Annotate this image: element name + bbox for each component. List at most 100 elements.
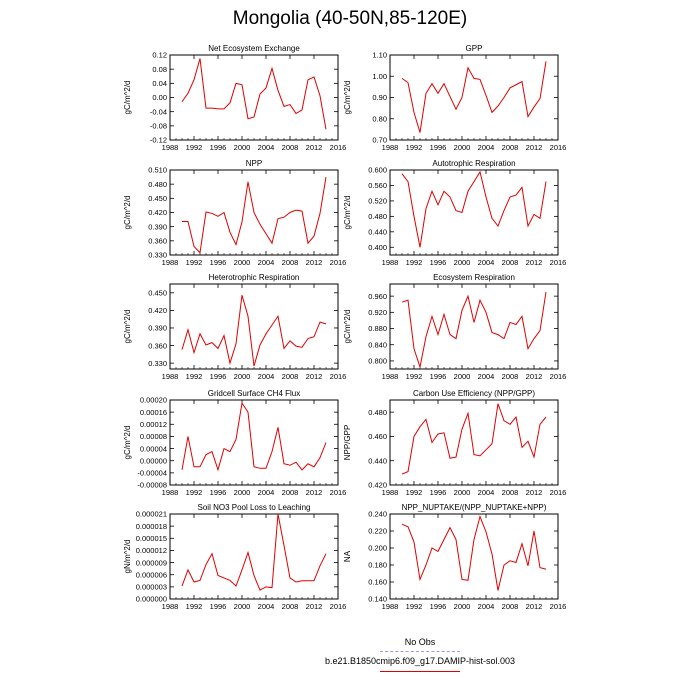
x-tick-label: 2016: [330, 372, 347, 381]
y-tick-label: 0.420: [148, 306, 167, 315]
x-tick-label: 2004: [258, 602, 275, 611]
y-tick-label: 0.160: [368, 578, 387, 587]
series-line: [401, 292, 547, 369]
x-tick-label: 2016: [330, 258, 347, 267]
y-tick-label: 0.520: [368, 197, 387, 206]
y-tick-label: 0.00020: [140, 396, 167, 405]
y-tick-label: 0.90: [372, 93, 387, 102]
y-tick-label: 0.600: [368, 166, 387, 175]
x-tick-label: 2016: [550, 143, 567, 152]
plot-frame: [169, 283, 339, 370]
chart-panel: NPP gC/m^2/d 1988 1992 1996 2000 2004 2008 2012 2…: [123, 159, 346, 267]
y-axis-label: gC/m^2/d: [123, 426, 132, 460]
y-tick-label: 0.400: [368, 243, 387, 252]
chart-panel: Gridcell Surface CH4 Flux gC/m^2/d 1988 199…: [123, 389, 346, 497]
y-tick-label: 0.360: [148, 341, 167, 350]
series-line: [181, 58, 327, 130]
x-tick-label: 1996: [430, 602, 447, 611]
x-tick-label: 2000: [454, 602, 471, 611]
y-tick-label: 0.510: [148, 166, 167, 175]
x-tick-label: 2012: [306, 488, 323, 497]
x-tick-label: 1992: [406, 372, 423, 381]
y-tick-label: 0.00000: [140, 456, 167, 465]
y-tick-label: 0.000003: [136, 583, 167, 592]
legend-obs-line: [380, 651, 460, 652]
series-line: [401, 403, 547, 475]
plot-frame: [389, 283, 559, 370]
x-tick-label: 2016: [330, 488, 347, 497]
y-axis-label: NA: [343, 550, 352, 562]
x-tick-label: 2008: [502, 258, 519, 267]
y-tick-label: 0.360: [148, 237, 167, 246]
y-tick-label: 0.480: [368, 408, 387, 417]
y-tick-label: 0.04: [152, 79, 167, 88]
figure-title: Mongolia (40-50N,85-120E): [232, 8, 468, 29]
y-tick-label: 0.880: [368, 324, 387, 333]
y-tick-label: 1.10: [372, 51, 387, 60]
x-tick-label: 2016: [550, 372, 567, 381]
y-axis-label: gC/m^2/d: [343, 196, 352, 230]
plot-frame: [169, 513, 339, 600]
y-tick-label: 1.00: [372, 72, 387, 81]
y-tick-label: 0.440: [368, 456, 387, 465]
x-tick-label: 1988: [382, 488, 399, 497]
y-axis-label: gC/m^2/d: [123, 81, 132, 115]
y-tick-label: 0.00: [152, 93, 167, 102]
y-tick-label: 0.390: [148, 324, 167, 333]
y-tick-label: 0.000015: [136, 534, 167, 543]
y-tick-label: 0.480: [148, 180, 167, 189]
x-tick-label: 2012: [526, 258, 543, 267]
chart-panel: Ecosystem Respiration gC/m^2/d 1988 1992 199…: [343, 273, 566, 381]
x-tick-label: 2004: [478, 602, 495, 611]
x-tick-label: 1996: [210, 488, 227, 497]
y-tick-label: 0.460: [368, 432, 387, 441]
y-tick-label: 0.00016: [140, 408, 167, 417]
x-tick-label: 1996: [430, 143, 447, 152]
x-tick-label: 1988: [382, 258, 399, 267]
panel-title: Net Ecosystem Exchange: [208, 44, 300, 53]
y-axis-label: gN/m^2/d: [123, 540, 132, 574]
y-axis-label: gC/m^2/d: [123, 310, 132, 344]
panel-title: Gridcell Surface CH4 Flux: [208, 389, 300, 398]
x-tick-label: 1988: [162, 488, 179, 497]
y-tick-label: 0.220: [368, 527, 387, 536]
x-tick-label: 1992: [186, 602, 203, 611]
series-line: [401, 61, 547, 133]
y-tick-label: 0.00008: [140, 432, 167, 441]
y-tick-label: 0.450: [148, 194, 167, 203]
x-tick-label: 2000: [234, 258, 251, 267]
x-tick-label: 1992: [186, 488, 203, 497]
x-tick-label: 2004: [258, 372, 275, 381]
x-tick-label: 2000: [234, 143, 251, 152]
x-tick-label: 2016: [550, 488, 567, 497]
y-tick-label: 0.00012: [140, 420, 167, 429]
y-tick-label: 0.000009: [136, 558, 167, 567]
y-tick-label: 0.12: [152, 51, 167, 60]
y-tick-label: 0.80: [372, 114, 387, 123]
x-tick-label: 2000: [234, 488, 251, 497]
y-axis-label: gC/m^2/d: [343, 81, 352, 115]
x-tick-label: 2008: [502, 372, 519, 381]
x-tick-label: 2016: [330, 143, 347, 152]
panel-title: GPP: [466, 44, 483, 53]
x-tick-label: 2012: [306, 143, 323, 152]
chart-panel: Carbon Use Efficiency (NPP/GPP) NPP/GPP 19…: [343, 389, 566, 497]
y-tick-label: -0.12: [150, 136, 167, 145]
x-tick-label: 1988: [162, 143, 179, 152]
legend-case-label: b.e21.B1850cmip6.f09_g17.DAMIP-hist-sol.…: [324, 656, 516, 666]
y-tick-label: 0.000021: [136, 510, 167, 519]
x-tick-label: 2008: [282, 372, 299, 381]
y-tick-label: 0.450: [148, 288, 167, 297]
x-tick-label: 2000: [234, 372, 251, 381]
x-tick-label: 2012: [526, 143, 543, 152]
chart-panel: NPP_NUPTAKE/(NPP_NUPTAKE+NPP) NA 1988 1992 1…: [343, 503, 566, 611]
x-tick-label: 2008: [502, 143, 519, 152]
y-tick-label: 0.840: [368, 340, 387, 349]
y-tick-label: 0.390: [148, 222, 167, 231]
legend-obs-label: No Obs: [404, 637, 436, 647]
y-tick-label: 0.330: [148, 251, 167, 260]
y-tick-label: 0.420: [148, 208, 167, 217]
panel-title: Carbon Use Efficiency (NPP/GPP): [413, 389, 535, 398]
x-tick-label: 2008: [282, 602, 299, 611]
panel-title: Ecosystem Respiration: [433, 273, 515, 282]
